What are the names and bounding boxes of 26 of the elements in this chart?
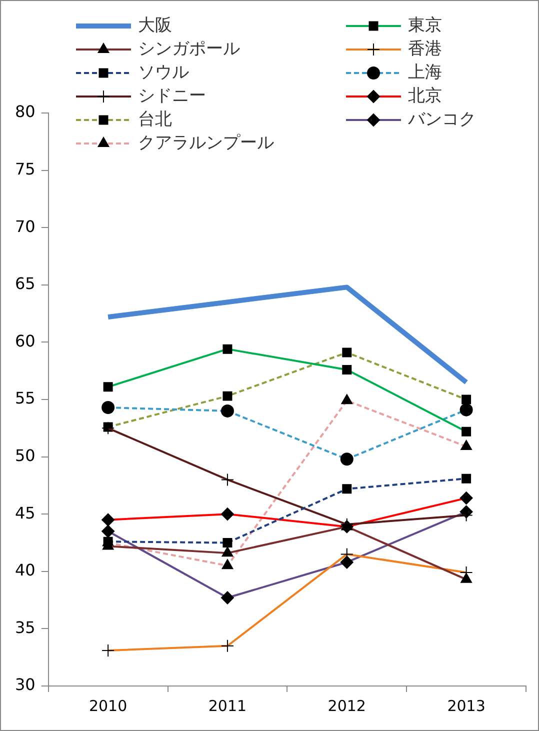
y-tick-label: 45 — [15, 503, 36, 522]
legend-label: 大阪 — [138, 15, 172, 36]
x-tick-label: 2012 — [328, 696, 366, 715]
legend-label: 北京 — [408, 86, 442, 106]
legend-label: 香港 — [408, 38, 442, 59]
y-tick-label: 80 — [15, 102, 36, 122]
y-tick-label: 50 — [15, 446, 36, 465]
y-tick-label: 70 — [15, 216, 36, 236]
legend-label: シンガポール — [138, 38, 240, 59]
x-tick-label: 2013 — [447, 696, 486, 715]
legend-label: 上海 — [408, 62, 442, 82]
y-tick-label: 55 — [15, 388, 36, 408]
legend-label: 台北 — [138, 109, 172, 130]
x-tick-label: 2010 — [88, 696, 128, 715]
y-tick-label: 40 — [15, 560, 36, 580]
y-tick-label: 60 — [15, 331, 36, 350]
legend-label: ソウル — [138, 62, 189, 82]
legend-label: クアラルンプール — [138, 132, 274, 153]
legend-label: バンコク — [407, 109, 476, 130]
y-tick-label: 75 — [15, 159, 36, 178]
y-tick-label: 65 — [15, 274, 36, 294]
legend-label: 東京 — [408, 15, 442, 36]
y-tick-label: 35 — [15, 618, 36, 637]
legend-label: シドニー — [138, 86, 206, 106]
x-tick-label: 2011 — [208, 696, 247, 715]
y-tick-label: 30 — [15, 675, 36, 694]
